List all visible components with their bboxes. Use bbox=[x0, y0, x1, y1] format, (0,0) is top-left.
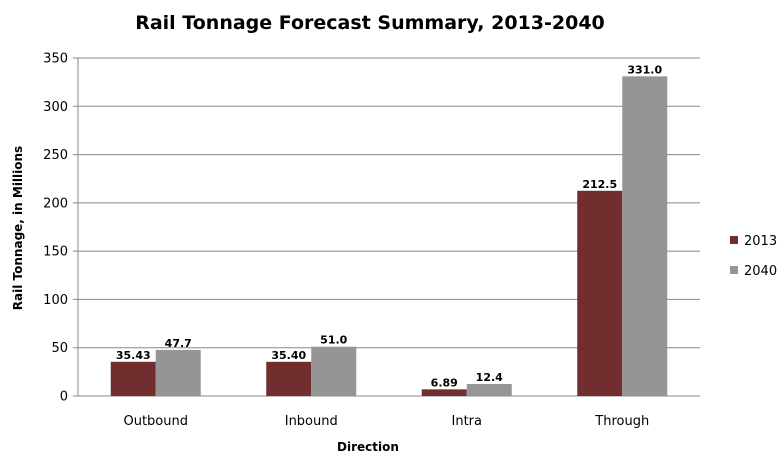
data-labels: 35.43 47.7 35.40 51.0 6.89 12.4 212.5 331.0 bbox=[116, 63, 663, 389]
data-label: 47.7 bbox=[165, 337, 192, 350]
bar-through-2040 bbox=[622, 76, 668, 396]
legend-label: 2040 bbox=[744, 264, 777, 279]
bar-inbound-2013 bbox=[266, 361, 312, 396]
data-label: 12.4 bbox=[476, 371, 503, 384]
y-tick-label: 50 bbox=[51, 341, 68, 356]
data-label: 331.0 bbox=[627, 63, 662, 76]
bar-inbound-2040 bbox=[311, 346, 357, 396]
x-axis-categories: Outbound Inbound Intra Through bbox=[123, 414, 649, 429]
x-axis-title: Direction bbox=[337, 440, 399, 454]
legend-swatch-2040 bbox=[730, 266, 738, 274]
y-tick-label: 150 bbox=[43, 245, 68, 260]
bar-outbound-2040 bbox=[155, 349, 201, 396]
x-category-label: Intra bbox=[452, 414, 482, 429]
y-tick-label: 100 bbox=[43, 293, 68, 308]
bar-intra-2040 bbox=[466, 384, 512, 396]
data-label: 6.89 bbox=[431, 376, 458, 389]
bars bbox=[110, 76, 668, 396]
chart-title: Rail Tonnage Forecast Summary, 2013-2040 bbox=[135, 12, 605, 34]
legend: 2013 2040 bbox=[730, 234, 777, 279]
y-axis-title: Rail Tonnage, in Millions bbox=[11, 146, 25, 310]
x-category-label: Inbound bbox=[285, 414, 338, 429]
gridlines bbox=[73, 57, 700, 397]
data-label: 35.43 bbox=[116, 349, 151, 362]
x-category-label: Outbound bbox=[123, 414, 188, 429]
y-tick-label: 300 bbox=[43, 100, 68, 115]
y-tick-label: 350 bbox=[43, 52, 68, 67]
legend-swatch-2013 bbox=[730, 236, 738, 244]
bar-intra-2013 bbox=[421, 389, 467, 396]
y-axis-ticks: 0 50 100 150 200 250 300 350 bbox=[43, 52, 68, 405]
y-tick-label: 250 bbox=[43, 148, 68, 163]
data-label: 212.5 bbox=[582, 178, 617, 191]
y-tick-label: 200 bbox=[43, 196, 68, 211]
legend-label: 2013 bbox=[744, 234, 777, 249]
bar-outbound-2013 bbox=[110, 361, 156, 396]
y-tick-label: 0 bbox=[60, 390, 68, 405]
data-label: 35.40 bbox=[271, 349, 306, 362]
data-label: 51.0 bbox=[320, 334, 347, 347]
x-category-label: Through bbox=[594, 414, 649, 429]
bar-through-2013 bbox=[577, 190, 623, 396]
